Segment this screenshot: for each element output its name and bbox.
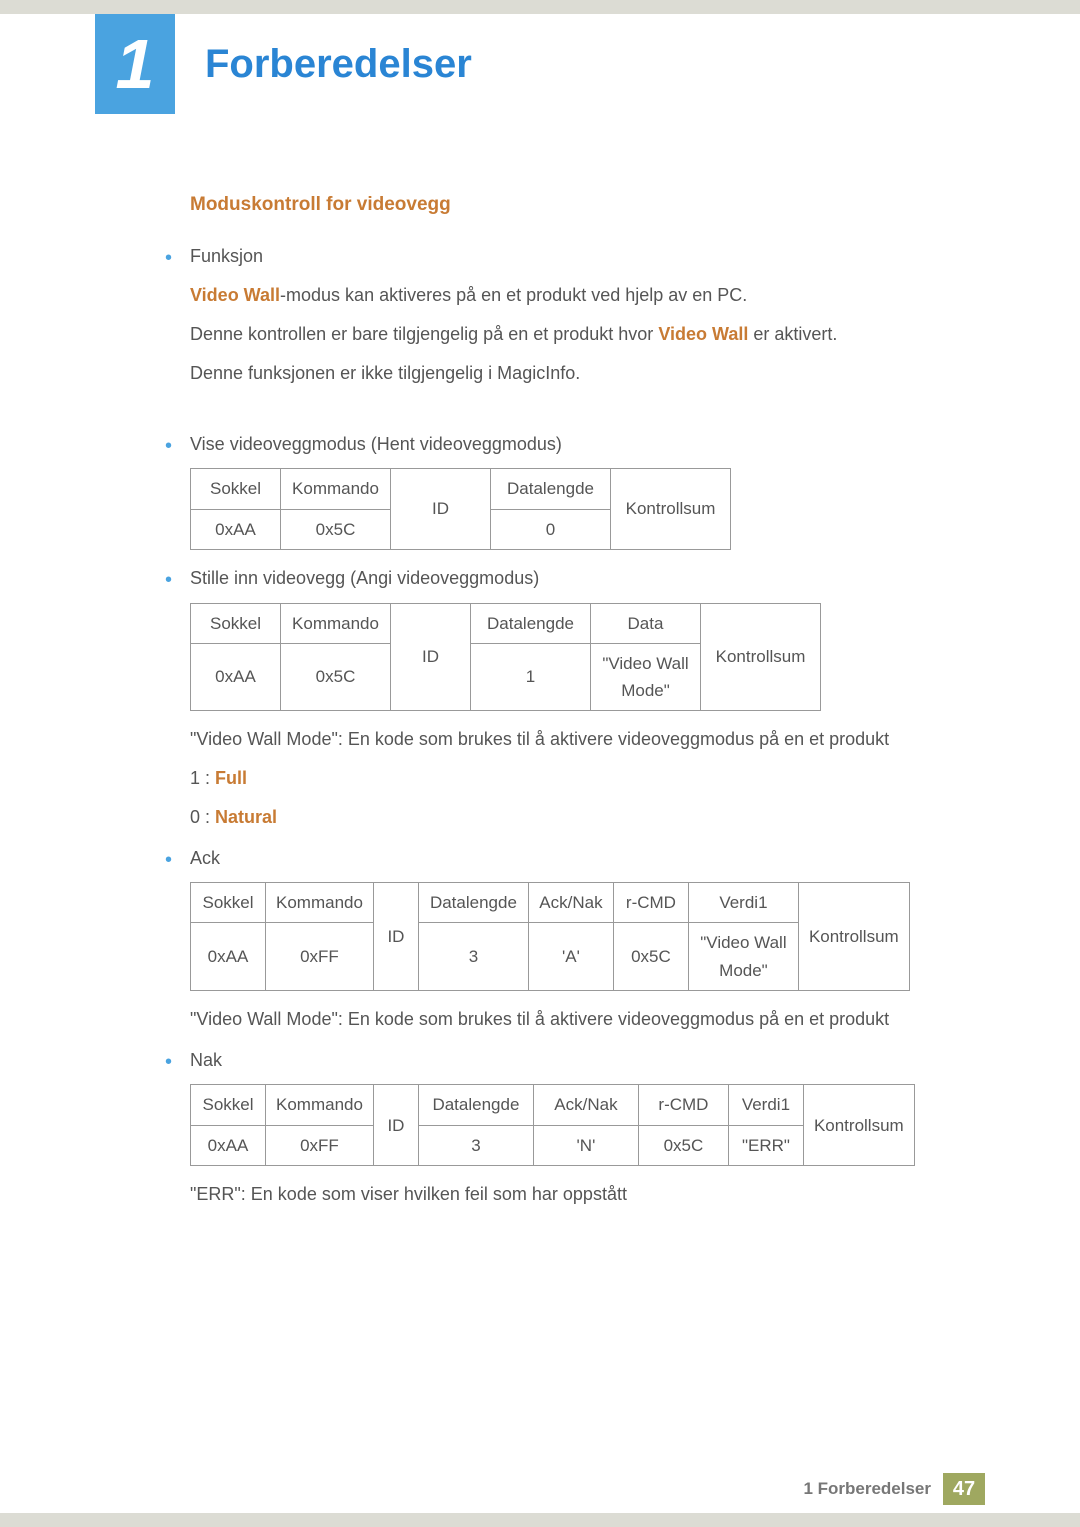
video-wall-label-2: Video Wall	[658, 324, 748, 344]
th-datalengde: Datalengde	[471, 603, 591, 643]
video-wall-label: Video Wall	[190, 285, 280, 305]
spacer	[190, 400, 970, 430]
table-row: Sokkel Kommando ID Datalengde Kontrollsu…	[191, 469, 731, 509]
td-kommando: 0xFF	[266, 1125, 374, 1165]
td-datalengde: 3	[418, 1125, 533, 1165]
opt1-prefix: 1 :	[190, 768, 215, 788]
funksjon-line3: Denne funksjonen er ikke tilgjengelig i …	[190, 359, 970, 388]
table-row: Sokkel Kommando ID Datalengde Ack/Nak r-…	[191, 1085, 915, 1125]
nak-note: "ERR": En kode som viser hvilken feil so…	[190, 1180, 970, 1209]
table-row: Sokkel Kommando ID Datalengde Ack/Nak r-…	[191, 883, 910, 923]
th-kontrollsum: Kontrollsum	[803, 1085, 914, 1165]
chapter-number-box: 1	[95, 14, 175, 114]
th-id: ID	[373, 883, 418, 991]
th-id: ID	[373, 1085, 418, 1165]
td-sokkel: 0xAA	[191, 923, 266, 990]
funksjon-line1: Video Wall-modus kan aktiveres på en et …	[190, 281, 970, 310]
th-rcmd: r-CMD	[638, 1085, 728, 1125]
bullet-stille: Stille inn videovegg (Angi videoveggmodu…	[160, 564, 970, 832]
table-row: Sokkel Kommando ID Datalengde Data Kontr…	[191, 603, 821, 643]
chapter-title: Forberedelser	[205, 42, 472, 87]
th-verdi1: Verdi1	[728, 1085, 803, 1125]
funksjon-line1-rest: -modus kan aktiveres på en et produkt ve…	[280, 285, 747, 305]
td-sokkel: 0xAA	[191, 509, 281, 549]
td-sokkel: 0xAA	[191, 643, 281, 710]
th-kommando: Kommando	[266, 883, 374, 923]
th-id: ID	[391, 469, 491, 549]
th-acknak: Ack/Nak	[528, 883, 613, 923]
nak-table: Sokkel Kommando ID Datalengde Ack/Nak r-…	[190, 1084, 915, 1165]
page-footer: 1 Forberedelser 47	[803, 1473, 985, 1505]
th-datalengde: Datalengde	[418, 883, 528, 923]
stille-opt0: 0 : Natural	[190, 803, 970, 832]
bullet-funksjon: Funksjon Video Wall-modus kan aktiveres …	[160, 242, 970, 387]
funksjon-heading: Funksjon	[190, 242, 970, 271]
th-datalengde: Datalengde	[418, 1085, 533, 1125]
vise-heading: Vise videoveggmodus (Hent videoveggmodus…	[190, 430, 970, 459]
th-kontrollsum: Kontrollsum	[611, 469, 731, 549]
td-datalengde: 0	[491, 509, 611, 549]
section-title: Moduskontroll for videovegg	[190, 190, 970, 220]
stille-heading: Stille inn videovegg (Angi videoveggmodu…	[190, 564, 970, 593]
vise-table: Sokkel Kommando ID Datalengde Kontrollsu…	[190, 468, 731, 549]
stille-note: "Video Wall Mode": En kode som brukes ti…	[190, 725, 970, 754]
th-sokkel: Sokkel	[191, 1085, 266, 1125]
ack-note: "Video Wall Mode": En kode som brukes ti…	[190, 1005, 970, 1034]
funksjon-line2a: Denne kontrollen er bare tilgjengelig på…	[190, 324, 658, 344]
opt0-value: Natural	[215, 807, 277, 827]
bottom-band	[0, 1513, 1080, 1527]
th-kommando: Kommando	[281, 469, 391, 509]
td-kommando: 0xFF	[266, 923, 374, 990]
td-acknak: 'A'	[528, 923, 613, 990]
chapter-number: 1	[116, 24, 155, 104]
opt0-prefix: 0 :	[190, 807, 215, 827]
td-kommando: 0x5C	[281, 643, 391, 710]
th-sokkel: Sokkel	[191, 469, 281, 509]
td-verdi1: "Video Wall Mode"	[688, 923, 798, 990]
stille-table: Sokkel Kommando ID Datalengde Data Kontr…	[190, 603, 821, 712]
td-verdi1: "ERR"	[728, 1125, 803, 1165]
bullet-nak: Nak Sokkel Kommando ID Datalengde Ack/Na…	[160, 1046, 970, 1209]
th-kontrollsum: Kontrollsum	[701, 603, 821, 711]
td-rcmd: 0x5C	[613, 923, 688, 990]
bullet-vise: Vise videoveggmodus (Hent videoveggmodus…	[160, 430, 970, 550]
funksjon-line2b: er aktivert.	[748, 324, 837, 344]
th-kontrollsum: Kontrollsum	[798, 883, 909, 991]
th-sokkel: Sokkel	[191, 883, 266, 923]
th-kommando: Kommando	[281, 603, 391, 643]
td-acknak: 'N'	[533, 1125, 638, 1165]
th-acknak: Ack/Nak	[533, 1085, 638, 1125]
th-kommando: Kommando	[266, 1085, 374, 1125]
th-verdi1: Verdi1	[688, 883, 798, 923]
td-datalengde: 1	[471, 643, 591, 710]
funksjon-line2: Denne kontrollen er bare tilgjengelig på…	[190, 320, 970, 349]
footer-text: 1 Forberedelser	[803, 1479, 931, 1499]
bullet-ack: Ack Sokkel Kommando ID Datalengde Ack/Na…	[160, 844, 970, 1034]
page-number: 47	[953, 1478, 975, 1501]
td-sokkel: 0xAA	[191, 1125, 266, 1165]
ack-table: Sokkel Kommando ID Datalengde Ack/Nak r-…	[190, 882, 910, 991]
page-content: Moduskontroll for videovegg Funksjon Vid…	[190, 190, 970, 1221]
th-datalengde: Datalengde	[491, 469, 611, 509]
opt1-value: Full	[215, 768, 247, 788]
top-band	[0, 0, 1080, 14]
th-sokkel: Sokkel	[191, 603, 281, 643]
document-page: 1 Forberedelser Moduskontroll for videov…	[0, 0, 1080, 1527]
td-rcmd: 0x5C	[638, 1125, 728, 1165]
ack-heading: Ack	[190, 844, 970, 873]
stille-opt1: 1 : Full	[190, 764, 970, 793]
th-data: Data	[591, 603, 701, 643]
th-id: ID	[391, 603, 471, 711]
td-kommando: 0x5C	[281, 509, 391, 549]
page-number-box: 47	[943, 1473, 985, 1505]
td-data: "Video Wall Mode"	[591, 643, 701, 710]
nak-heading: Nak	[190, 1046, 970, 1075]
td-datalengde: 3	[418, 923, 528, 990]
th-rcmd: r-CMD	[613, 883, 688, 923]
